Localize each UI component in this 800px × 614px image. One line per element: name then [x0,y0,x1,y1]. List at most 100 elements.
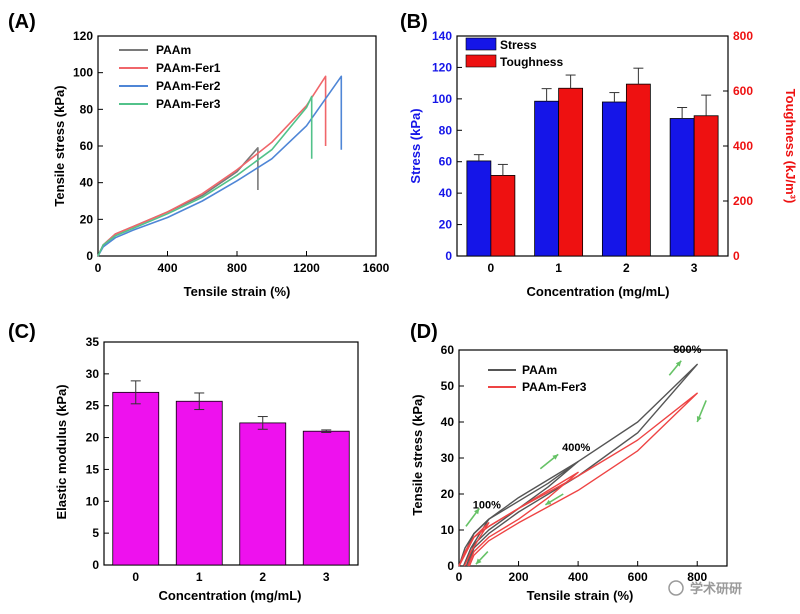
y-tick-label: 10 [441,523,455,537]
direction-arrow-head [675,360,682,367]
y-tick-label: 30 [86,367,100,381]
y-tick-label: 10 [86,494,100,508]
plot-frame [458,349,728,567]
bar-stress-1 [534,100,560,257]
y-tick-label: 140 [432,29,452,43]
y-tick-label: 30 [441,451,455,465]
y-tick-label: 100 [73,66,93,80]
panel-c-xlabel: Concentration (mg/mL) [159,588,302,603]
y-tick-label: 50 [441,379,455,393]
y-tick-label: 0 [445,249,452,263]
panel-b-ylabel-right: Toughness (kJ/m³) [783,89,798,204]
hysteresis-loop-PAAm-Fer3-2 [458,392,698,567]
x-tick-label: 800 [227,261,247,275]
panel-a-label: (A) [8,11,36,33]
y-tick-label: 35 [86,335,100,349]
series-line-PAAm-Fer1 [97,75,327,257]
bar-modulus-1 [175,400,223,566]
bar-modulus-0 [112,391,160,566]
y-tick-label: 60 [80,139,94,153]
y-tick-label: 120 [432,60,452,74]
bar-stress-2 [601,101,627,257]
panel-a-xlabel: Tensile strain (%) [184,284,291,299]
panel-d-ylabel: Tensile stress (kPa) [410,394,425,515]
x-tick-label: 800 [687,570,707,584]
panel-c: (C) Concentration (mg/mL) Elastic modulu… [8,321,359,603]
panel-a-ylabel: Tensile stress (kPa) [52,85,67,206]
y-tick-label: 120 [73,29,93,43]
legend-label: PAAm-Fer3 [156,97,221,111]
hysteresis-loop-PAAm-Fer3-0 [458,522,490,567]
panel-d: (D) Tensile strain (%) Tensile stress (k… [410,321,728,603]
panel-b-xlabel: Concentration (mg/mL) [527,284,670,299]
x-tick-label: 200 [509,570,529,584]
x-tick-label: 400 [568,570,588,584]
hysteresis-loop-PAAm-2 [458,363,698,567]
y-tick-label: 40 [441,415,455,429]
y-tick-label: 0 [86,249,93,263]
x-tick-label: 1 [555,261,562,275]
y-right-tick-label: 0 [733,249,740,263]
legend-label: Stress [500,38,537,52]
y-tick-label: 20 [80,212,94,226]
y-tick-label: 5 [92,526,99,540]
y-tick-label: 0 [447,559,454,573]
x-tick-label: 1200 [293,261,320,275]
y-tick-label: 20 [441,487,455,501]
bar-modulus-3 [302,430,350,566]
series-line-PAAm-Fer3 [97,95,313,257]
strain-annotation: 400% [562,442,590,454]
legend-label: Toughness [500,55,563,69]
legend-label: PAAm [156,43,191,57]
bar-stress-3 [669,118,695,257]
watermark-text: 学术研研 [690,581,742,596]
x-tick-label: 0 [132,570,139,584]
legend-label: PAAm-Fer1 [156,61,221,75]
strain-annotation: 100% [473,499,501,511]
x-tick-label: 0 [488,261,495,275]
legend-swatch-toughness [465,54,497,68]
x-tick-label: 0 [95,261,102,275]
x-tick-label: 400 [157,261,177,275]
direction-arrow-head [474,508,480,515]
strain-annotation: 800% [673,344,701,356]
bar-toughness-0 [490,175,516,257]
y-tick-label: 40 [439,186,453,200]
y-tick-label: 80 [80,102,94,116]
x-tick-label: 2 [623,261,630,275]
watermark-icon [668,580,684,596]
panel-a: (A) Tensile strain (%) Tensile stress (k… [8,11,390,299]
series-line-PAAm [97,147,259,257]
direction-arrow-head [696,416,702,422]
y-tick-label: 40 [80,176,94,190]
x-tick-label: 0 [456,570,463,584]
y-tick-label: 15 [86,462,100,476]
bar-modulus-2 [239,422,287,566]
y-right-tick-label: 400 [733,139,753,153]
y-tick-label: 0 [92,558,99,572]
y-tick-label: 20 [86,431,100,445]
legend-swatch-stress [465,37,497,51]
y-tick-label: 60 [439,155,453,169]
y-tick-label: 20 [439,218,453,232]
panel-c-label: (C) [8,321,36,343]
bar-stress-0 [466,160,492,257]
bar-toughness-3 [693,115,719,257]
y-tick-label: 100 [432,92,452,106]
watermark: 学术研研 [668,580,742,596]
x-tick-label: 3 [691,261,698,275]
bar-toughness-2 [625,83,651,257]
legend-label: PAAm [522,363,557,377]
y-right-tick-label: 800 [733,29,753,43]
y-right-tick-label: 200 [733,194,753,208]
x-tick-label: 1600 [363,261,390,275]
y-right-tick-label: 600 [733,84,753,98]
panel-b-ylabel: Stress (kPa) [408,108,423,183]
panel-d-xlabel: Tensile strain (%) [527,588,634,603]
y-tick-label: 80 [439,123,453,137]
legend-label: PAAm-Fer2 [156,79,221,93]
y-tick-label: 25 [86,399,100,413]
y-tick-label: 60 [441,343,455,357]
panel-c-ylabel: Elastic modulus (kPa) [54,384,69,519]
